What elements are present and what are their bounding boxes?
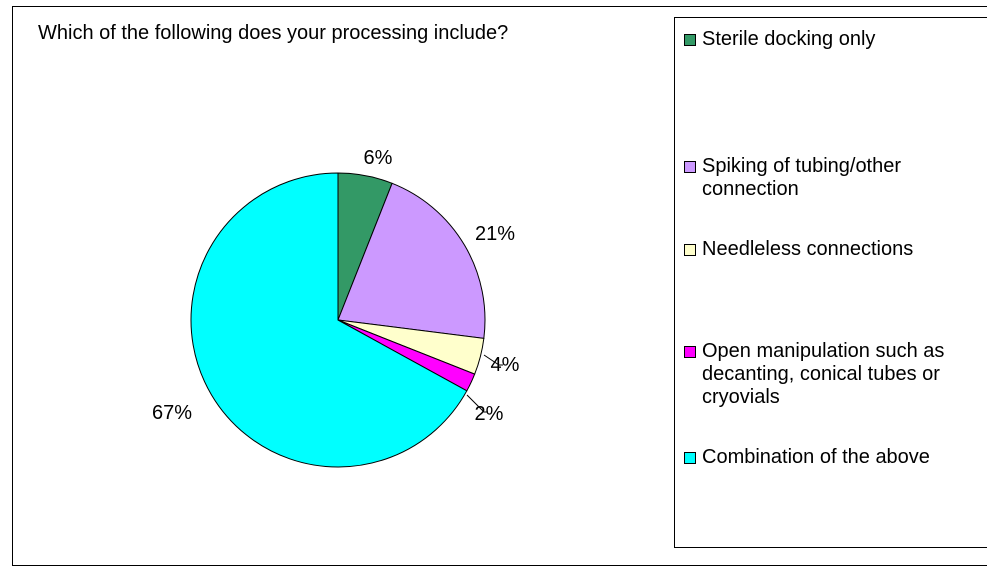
legend-swatch — [684, 244, 696, 256]
legend-label: Sterile docking only — [702, 28, 876, 50]
data-label: 6% — [364, 147, 393, 169]
pie-slice — [190, 172, 468, 468]
legend-label: Combination of the above — [702, 446, 930, 468]
legend-swatch — [684, 34, 696, 46]
leader-line — [483, 354, 503, 366]
pie-slice — [337, 182, 486, 339]
chart-title: Which of the following does your process… — [38, 22, 509, 44]
legend-label: Needleless connections — [702, 238, 914, 260]
data-label: 67% — [152, 402, 192, 424]
legend-label: Open manipulation such as decanting, con… — [702, 340, 945, 408]
legend-swatch — [684, 346, 696, 358]
legend-swatch — [684, 452, 696, 464]
leader-line — [466, 394, 488, 413]
legend: Sterile docking only Spiking of tubing/o… — [674, 17, 987, 548]
legend-swatch — [684, 161, 696, 173]
data-label: 2% — [475, 403, 504, 425]
data-label: 21% — [475, 223, 515, 245]
data-label: 4% — [491, 354, 520, 376]
chart-frame — [12, 6, 987, 566]
legend-label: Spiking of tubing/other connection — [702, 155, 902, 200]
